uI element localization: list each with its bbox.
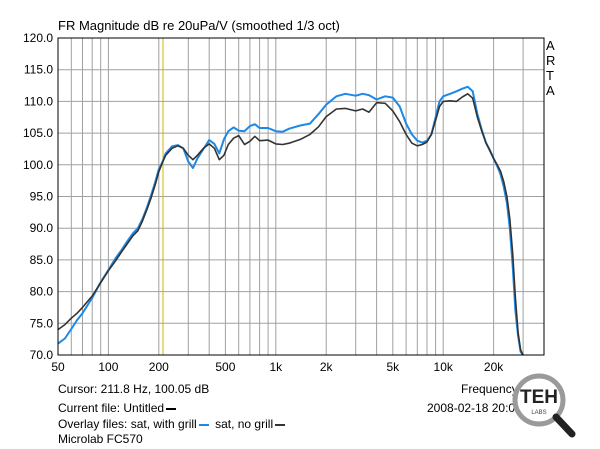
- timestamp: 2008-02-18 20:04:55: [427, 401, 539, 415]
- y-tick-label: 115.0: [24, 63, 53, 77]
- x-tick-label: 50: [51, 360, 65, 374]
- y-tick-label: 95.0: [30, 190, 54, 204]
- grid: [58, 38, 544, 355]
- x-tick-label: 100: [98, 360, 118, 374]
- current-file-label: Current file:: [58, 401, 121, 415]
- overlay-with-grill-swatch: [198, 423, 209, 426]
- y-tick-label: 90.0: [30, 221, 54, 235]
- x-tick-label: 5k: [386, 360, 400, 374]
- x-tick-label: 20k: [484, 360, 504, 374]
- y-tick-label: 80.0: [30, 285, 54, 299]
- y-tick-label: 75.0: [30, 316, 54, 330]
- series-line-no-grill: [57, 93, 524, 356]
- overlay-with-grill: sat, with grill: [130, 417, 197, 431]
- y-tick-label: 85.0: [30, 253, 54, 267]
- chart-title: FR Magnitude dB re 20uPa/V (smoothed 1/3…: [58, 18, 340, 33]
- series-lines: [57, 85, 524, 356]
- x-tick-label: 500: [215, 360, 235, 374]
- arta-letter: A: [546, 38, 555, 53]
- x-tick-label: 200: [149, 360, 169, 374]
- overlay-no-grill: sat, no grill: [215, 417, 274, 431]
- x-axis-ticks: 50 100 200 500 1k 2k 5k 10k 20k: [51, 360, 504, 374]
- plot-frame: [57, 37, 545, 356]
- logo-text: ТЕН: [520, 387, 558, 408]
- cursor-readout: Cursor: 211.8 Hz, 100.05 dB: [58, 382, 210, 396]
- arta-letter: A: [546, 83, 555, 98]
- x-tick-label: 1k: [269, 360, 283, 374]
- y-tick-label: 110.0: [24, 94, 53, 108]
- product-name: Microlab FC570: [58, 432, 143, 446]
- x-tick-label: 2k: [320, 360, 334, 374]
- arta-letter: R: [546, 53, 556, 68]
- y-tick-label: 100.0: [23, 158, 53, 172]
- tehlabs-magnifier-icon: ТЕН LABS: [512, 373, 576, 438]
- current-file-value: Untitled: [123, 401, 165, 415]
- x-tick-label: 10k: [434, 360, 454, 374]
- overlay-no-grill-swatch: [275, 423, 286, 426]
- overlay-files-line: Overlay files: sat, with grill sat, no g…: [58, 417, 288, 431]
- y-tick-label: 120.0: [23, 31, 53, 45]
- y-tick-label: 70.0: [30, 348, 54, 362]
- overlay-files-label: Overlay files:: [58, 417, 128, 431]
- y-tick-label: 105.0: [23, 126, 53, 140]
- series-line-with-grill: [57, 85, 524, 356]
- current-file-swatch: [166, 407, 177, 410]
- logo-subtext: LABS: [531, 410, 546, 416]
- y-axis-ticks: 70.0 75.0 80.0 85.0 90.0 95.0 100.0 105.0 110.0 1…: [23, 31, 53, 362]
- current-file-line: Current file: Untitled: [58, 401, 179, 415]
- arta-letter: T: [546, 68, 554, 83]
